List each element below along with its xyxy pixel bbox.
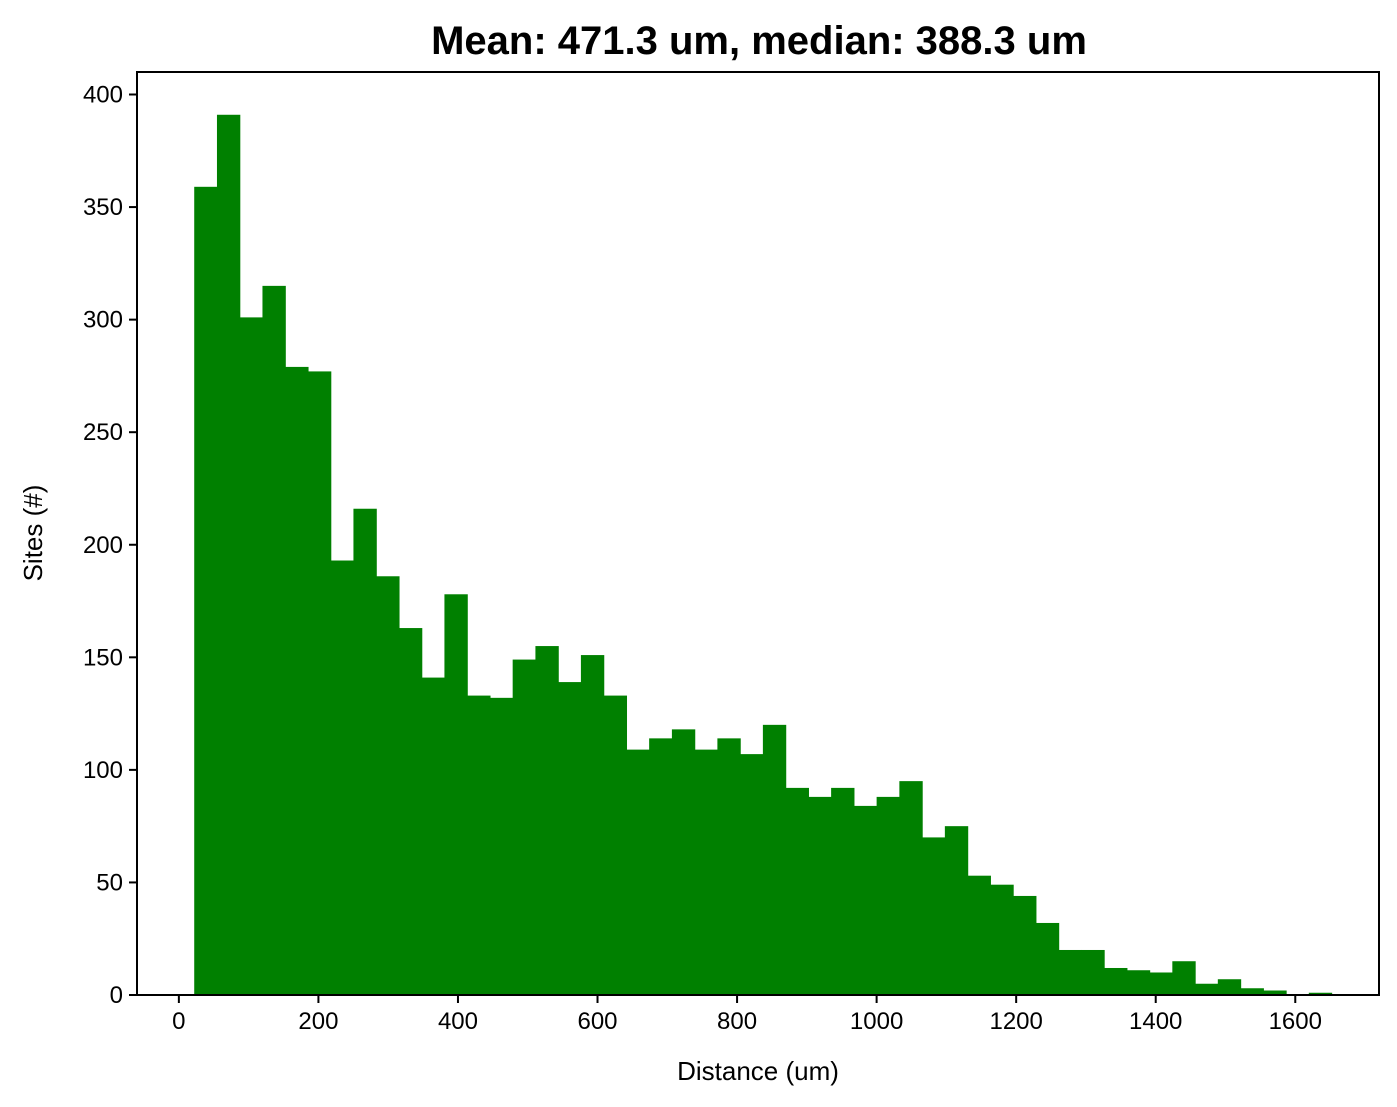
histogram-bar (285, 366, 309, 995)
histogram-bar (580, 655, 605, 995)
plot-area-frame (136, 71, 1380, 996)
y-tick-label: 300 (83, 307, 123, 334)
x-tick-label: 400 (438, 1008, 478, 1035)
y-tick-label: 200 (83, 532, 123, 559)
y-axis: 0 50 100 150 200 250 300 350 400 (83, 82, 137, 1009)
histogram-bar (307, 371, 332, 995)
histogram-bar (967, 875, 991, 995)
histogram-bar (398, 628, 423, 995)
histogram-bar (762, 724, 787, 995)
y-tick-label: 350 (83, 194, 123, 221)
x-axis-label: Distance (um) (677, 1056, 839, 1086)
y-tick-label: 250 (83, 419, 123, 446)
y-tick-label: 50 (96, 869, 123, 896)
histogram-bar (1308, 992, 1333, 995)
y-tick-label: 400 (83, 82, 123, 109)
histogram-bar (853, 805, 878, 995)
histogram-bar (1104, 967, 1128, 995)
x-tick-label: 800 (717, 1008, 757, 1035)
histogram-bar (922, 837, 946, 995)
histogram-bar (694, 749, 718, 995)
histogram-bar (808, 796, 832, 995)
x-tick-label: 0 (172, 1008, 185, 1035)
histogram-bar (944, 826, 969, 995)
histogram-bar (603, 695, 628, 995)
histogram-bar (421, 677, 446, 995)
histogram-bar (740, 754, 764, 995)
histogram-bar (353, 508, 377, 995)
x-tick-label: 1400 (1129, 1008, 1182, 1035)
histogram-bar (1035, 922, 1060, 995)
histogram-bar (330, 560, 355, 995)
histogram-bar (831, 787, 855, 995)
histogram-bar (1058, 949, 1082, 995)
histogram-bar (262, 285, 286, 995)
histogram-bar (626, 749, 650, 995)
histogram-bar (1240, 988, 1264, 995)
histogram-bar (717, 738, 741, 995)
histogram-bar (535, 646, 559, 995)
histogram-bar (239, 317, 264, 995)
histogram-bars (194, 114, 1333, 995)
histogram-bar (194, 186, 218, 995)
histogram-bar (649, 738, 673, 995)
y-axis-label: Sites (#) (18, 485, 48, 582)
histogram-bar (216, 114, 241, 995)
x-axis: 0 200 400 600 800 1000 1200 1400 1600 (172, 995, 1322, 1035)
histogram-bar (467, 695, 491, 995)
x-tick-label: 1200 (989, 1008, 1042, 1035)
histogram-bar (1149, 972, 1173, 995)
histogram-bar (990, 884, 1014, 995)
x-tick-label: 1000 (850, 1008, 903, 1035)
y-tick-label: 0 (110, 982, 123, 1009)
histogram-bar (899, 781, 923, 995)
y-tick-label: 100 (83, 757, 123, 784)
histogram-bar (1126, 970, 1151, 995)
histogram-bar (444, 594, 468, 995)
histogram-bar (876, 796, 900, 995)
histogram-bar (671, 729, 696, 995)
histogram-bar (489, 697, 514, 995)
histogram-bar (558, 682, 582, 995)
histogram-bar (1217, 979, 1242, 995)
x-tick-label: 600 (577, 1008, 617, 1035)
x-tick-label: 1600 (1269, 1008, 1322, 1035)
histogram-bar (1263, 990, 1287, 995)
chart-title: Mean: 471.3 um, median: 388.3 um (431, 19, 1087, 63)
histogram-bar (1081, 949, 1105, 995)
histogram-bar (1013, 895, 1037, 995)
histogram-bar (785, 787, 809, 995)
histogram-bar (1195, 983, 1219, 995)
histogram-bar (1172, 961, 1196, 995)
histogram-bar (512, 659, 537, 995)
histogram-bar (376, 576, 400, 995)
y-tick-label: 150 (83, 644, 123, 671)
x-tick-label: 200 (298, 1008, 338, 1035)
